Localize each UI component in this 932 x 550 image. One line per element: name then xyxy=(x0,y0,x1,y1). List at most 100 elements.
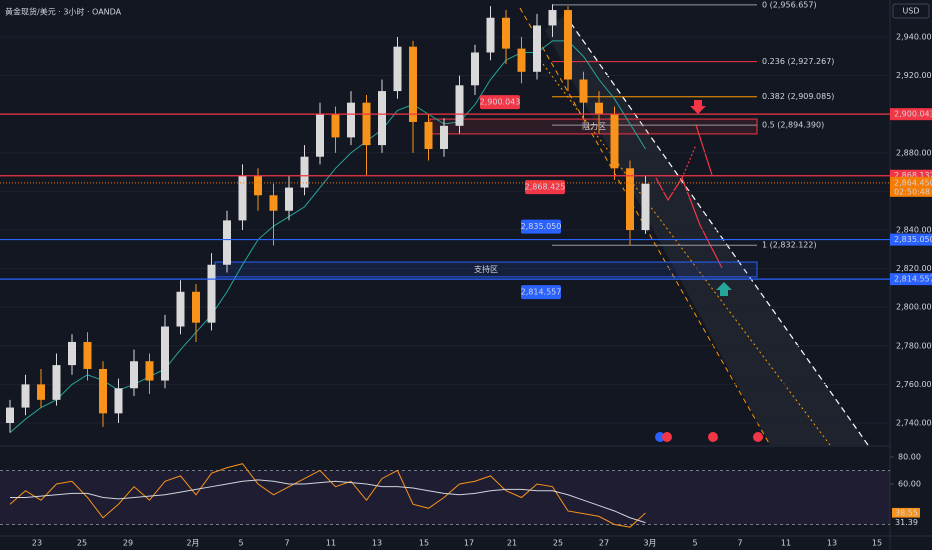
candle-body xyxy=(378,91,386,146)
candle-body xyxy=(517,48,526,72)
candle-body xyxy=(440,125,448,149)
x-tick-label: 5 xyxy=(692,539,697,548)
candle-body xyxy=(223,220,231,265)
y-tick-label: 2,740.000 xyxy=(896,419,932,428)
candle-body xyxy=(533,25,541,72)
candle-body xyxy=(486,17,495,53)
x-tick-label: 11 xyxy=(781,539,791,548)
x-tick-label: 11 xyxy=(326,539,336,548)
candle-body xyxy=(68,341,76,366)
y-tick-label: 2,920.000 xyxy=(896,71,932,80)
x-tick-label: 7 xyxy=(737,539,742,548)
candle-body xyxy=(269,195,278,211)
x-tick-label: 15 xyxy=(872,539,882,548)
level-tag-box xyxy=(521,219,561,234)
candle-body xyxy=(285,187,293,211)
rsi-line xyxy=(10,479,646,524)
level-tag-box xyxy=(525,180,565,195)
y-tick-label: 2,840.000 xyxy=(896,226,932,235)
level-tag: 2,868.425 xyxy=(525,183,566,192)
x-tick-label: 15 xyxy=(419,539,429,548)
last-price-box xyxy=(890,176,932,197)
candle-body xyxy=(548,10,557,26)
rsi-value-box xyxy=(892,507,920,518)
x-tick-label: 29 xyxy=(123,539,133,548)
level-axis-label: 2,868.132 xyxy=(894,171,932,180)
level-axis-label: 2,900.043 xyxy=(894,110,932,119)
level-axis-label: 2,835.050 xyxy=(894,235,932,244)
rsi-value: 38.55 xyxy=(895,508,918,517)
candle-body xyxy=(254,175,262,196)
level-tag: 2,814.557 xyxy=(521,288,562,297)
candle-body xyxy=(424,121,433,149)
x-tick-label: 3月 xyxy=(643,539,656,548)
rsi-value-box xyxy=(892,517,920,528)
fib-label: 0.236 (2,927.267) xyxy=(762,57,834,66)
candle-body xyxy=(161,326,169,381)
fib-label: 0 (2,956.657) xyxy=(762,0,817,9)
candle-body xyxy=(238,175,247,221)
rsi-tick-label: 80.00 xyxy=(898,452,921,461)
candle-body xyxy=(300,156,309,188)
candle-body xyxy=(37,384,45,400)
zone-label: 阻力区 xyxy=(582,121,606,131)
candle-body xyxy=(502,17,510,49)
x-tick-label: 2月 xyxy=(186,539,199,548)
candle-body xyxy=(316,114,324,157)
rsi-value: 31.39 xyxy=(895,518,918,527)
candle-body xyxy=(564,10,572,80)
candle-body xyxy=(176,291,185,327)
x-tick-label: 23 xyxy=(32,539,42,548)
candle-body xyxy=(579,79,588,103)
candle-body xyxy=(393,46,402,92)
candle-body xyxy=(409,46,417,122)
y-tick-label: 2,760.000 xyxy=(896,380,932,389)
rsi-tick-label: 60.00 xyxy=(898,479,921,488)
candle-body xyxy=(99,368,107,414)
x-tick-label: 13 xyxy=(827,539,837,548)
y-tick-label: 2,880.000 xyxy=(896,148,932,157)
fib-label: 1 (2,832.122) xyxy=(762,241,817,250)
candle-body xyxy=(347,102,355,138)
candle-body xyxy=(6,407,14,424)
level-tag-box xyxy=(480,95,520,110)
rsi-line xyxy=(9,463,646,528)
level-tag-box xyxy=(521,285,561,300)
rsi-band xyxy=(0,470,890,525)
level-axis-box xyxy=(890,108,932,121)
level-axis-box xyxy=(890,273,932,286)
candle-body xyxy=(114,388,123,414)
x-tick-label: 17 xyxy=(464,539,474,548)
level-axis-box xyxy=(890,233,932,246)
candle-body xyxy=(207,264,216,323)
x-tick-label: 25 xyxy=(77,539,87,548)
candle-body xyxy=(362,102,371,146)
x-tick-label: 5 xyxy=(238,539,243,548)
candle-body xyxy=(626,168,634,231)
candle-body xyxy=(145,361,154,381)
level-tag: 2,835.050 xyxy=(521,222,562,231)
candle-body xyxy=(595,102,603,115)
candle-body xyxy=(130,361,138,389)
fib-label: 0.5 (2,894.390) xyxy=(762,121,824,130)
candle-body xyxy=(641,183,650,231)
currency-box[interactable] xyxy=(892,3,930,19)
y-tick-label: 2,780.000 xyxy=(896,341,932,350)
candle-body xyxy=(331,114,340,138)
x-tick-label: 13 xyxy=(372,539,382,548)
x-tick-label: 7 xyxy=(284,539,289,548)
candle-body xyxy=(610,114,619,169)
x-tick-label: 25 xyxy=(553,539,563,548)
candle-body xyxy=(455,85,464,126)
y-tick-label: 2,820.000 xyxy=(896,264,932,273)
candle-body xyxy=(192,291,200,323)
level-axis-label: 2,814.557 xyxy=(894,275,932,284)
currency: USD xyxy=(902,7,919,16)
x-tick-label: 27 xyxy=(599,539,609,548)
candle-body xyxy=(52,365,61,400)
zone-label: 支持区 xyxy=(474,264,498,274)
candle-body xyxy=(471,52,479,86)
x-tick-label: 21 xyxy=(507,539,517,548)
fib-label: 0.382 (2,909.085) xyxy=(762,92,834,101)
